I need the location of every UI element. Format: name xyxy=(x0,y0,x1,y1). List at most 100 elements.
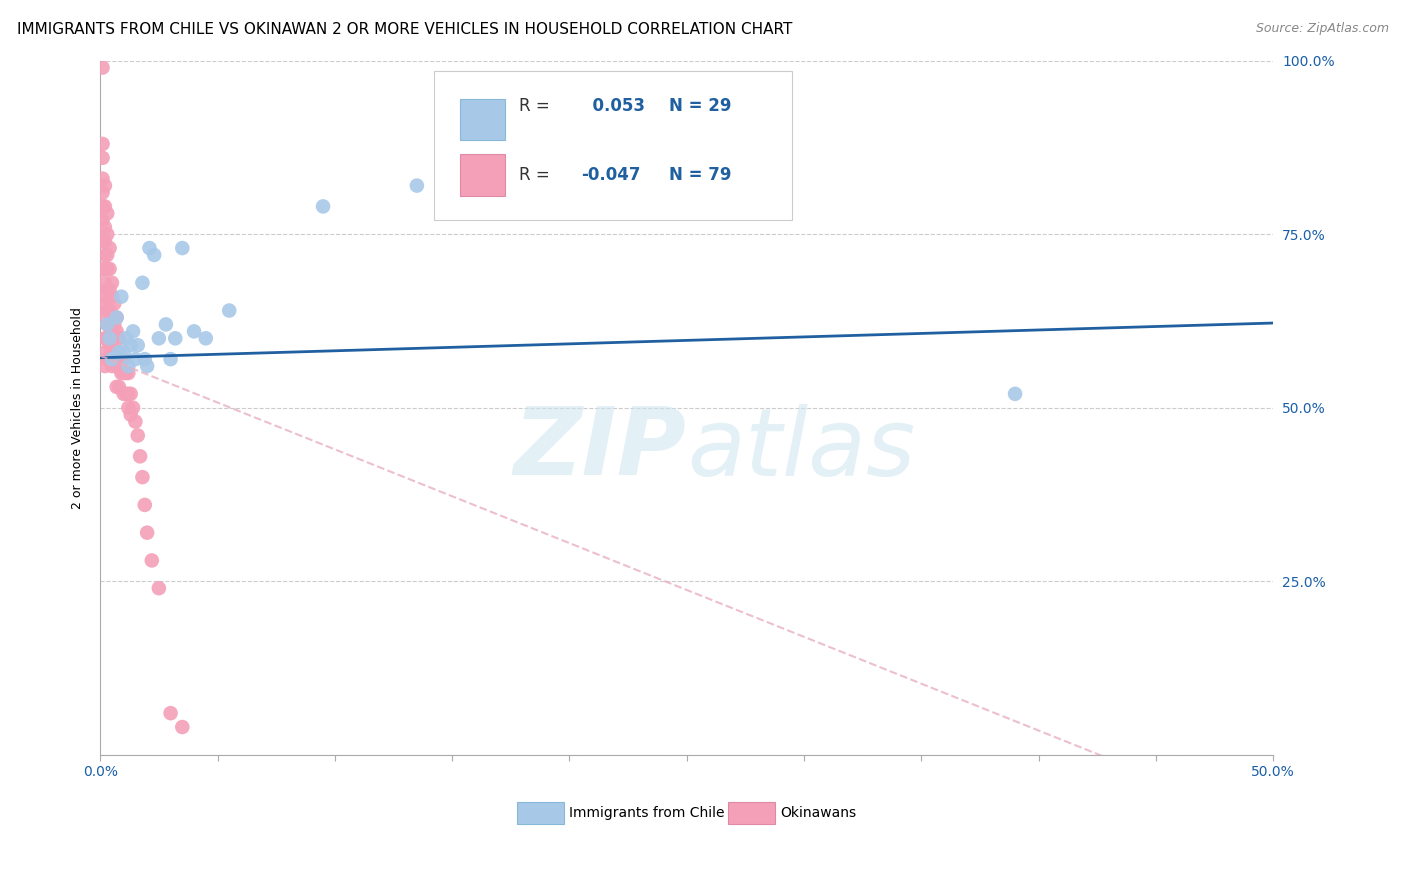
Text: 0.053: 0.053 xyxy=(581,96,645,115)
Point xyxy=(194,331,217,345)
Point xyxy=(96,318,118,332)
Point xyxy=(101,359,124,373)
Text: Source: ZipAtlas.com: Source: ZipAtlas.com xyxy=(1256,22,1389,36)
Point xyxy=(91,136,114,151)
Point xyxy=(110,366,132,380)
Point xyxy=(110,290,132,304)
Point xyxy=(406,178,429,193)
Point xyxy=(117,401,139,415)
Point xyxy=(131,276,153,290)
Point xyxy=(98,241,121,255)
Point xyxy=(218,303,240,318)
Point xyxy=(312,199,335,213)
Point xyxy=(108,331,131,345)
FancyBboxPatch shape xyxy=(434,71,792,220)
Point xyxy=(108,359,131,373)
Point xyxy=(105,310,128,325)
Text: Okinawans: Okinawans xyxy=(780,806,856,820)
Point xyxy=(165,331,187,345)
Point xyxy=(101,352,124,367)
Point xyxy=(122,324,145,338)
FancyBboxPatch shape xyxy=(516,802,564,824)
Point xyxy=(122,401,145,415)
Point xyxy=(159,706,181,720)
Point xyxy=(101,276,124,290)
Point xyxy=(131,470,153,484)
Point xyxy=(96,352,118,367)
Point xyxy=(96,248,118,262)
FancyBboxPatch shape xyxy=(728,802,775,824)
Point xyxy=(159,352,181,367)
Y-axis label: 2 or more Vehicles in Household: 2 or more Vehicles in Household xyxy=(72,307,84,508)
Point xyxy=(94,261,117,276)
Text: IMMIGRANTS FROM CHILE VS OKINAWAN 2 OR MORE VEHICLES IN HOUSEHOLD CORRELATION CH: IMMIGRANTS FROM CHILE VS OKINAWAN 2 OR M… xyxy=(17,22,792,37)
Text: Immigrants from Chile: Immigrants from Chile xyxy=(569,806,725,820)
Point xyxy=(115,366,138,380)
Point xyxy=(94,345,117,359)
Point xyxy=(98,318,121,332)
Point xyxy=(103,296,125,310)
Point xyxy=(91,199,114,213)
Point xyxy=(96,206,118,220)
Point xyxy=(105,310,128,325)
Point xyxy=(115,331,138,345)
Point xyxy=(136,359,159,373)
Text: ZIP: ZIP xyxy=(513,403,686,495)
Point xyxy=(108,345,131,359)
Point xyxy=(117,387,139,401)
Point xyxy=(94,220,117,235)
Point xyxy=(112,366,135,380)
Point xyxy=(94,178,117,193)
Point xyxy=(103,331,125,345)
Point xyxy=(136,525,159,540)
Point xyxy=(103,352,125,367)
Point xyxy=(91,186,114,200)
Point xyxy=(94,199,117,213)
Point xyxy=(155,318,177,332)
Point xyxy=(91,261,114,276)
FancyBboxPatch shape xyxy=(460,154,505,196)
Point xyxy=(91,213,114,227)
Point xyxy=(91,290,114,304)
Point xyxy=(105,324,128,338)
Text: atlas: atlas xyxy=(686,404,915,495)
Point xyxy=(94,331,117,345)
Point xyxy=(94,310,117,325)
Point xyxy=(94,276,117,290)
Point xyxy=(98,331,121,345)
Text: R =: R = xyxy=(519,166,550,184)
Point xyxy=(101,324,124,338)
Point xyxy=(120,408,142,422)
Point xyxy=(96,227,118,242)
Point xyxy=(96,261,118,276)
Text: -0.047: -0.047 xyxy=(581,166,641,184)
Point xyxy=(112,352,135,367)
Point xyxy=(124,352,146,367)
Point xyxy=(148,581,170,595)
Point xyxy=(94,248,117,262)
Point xyxy=(96,283,118,297)
Point xyxy=(108,380,131,394)
Point xyxy=(172,720,194,734)
Point xyxy=(127,428,149,442)
Point xyxy=(143,248,166,262)
Point xyxy=(134,352,156,367)
Point xyxy=(129,450,152,464)
Point xyxy=(98,283,121,297)
Point xyxy=(112,345,135,359)
Point xyxy=(96,318,118,332)
Point xyxy=(101,345,124,359)
Point xyxy=(138,241,160,255)
Point xyxy=(134,498,156,512)
Point xyxy=(91,171,114,186)
Point xyxy=(91,234,114,248)
Point xyxy=(127,338,149,352)
Point xyxy=(110,352,132,367)
Point xyxy=(112,387,135,401)
Point xyxy=(172,241,194,255)
Point xyxy=(1004,387,1026,401)
Point xyxy=(94,234,117,248)
Text: N = 79: N = 79 xyxy=(669,166,731,184)
Point xyxy=(103,318,125,332)
Point xyxy=(98,261,121,276)
